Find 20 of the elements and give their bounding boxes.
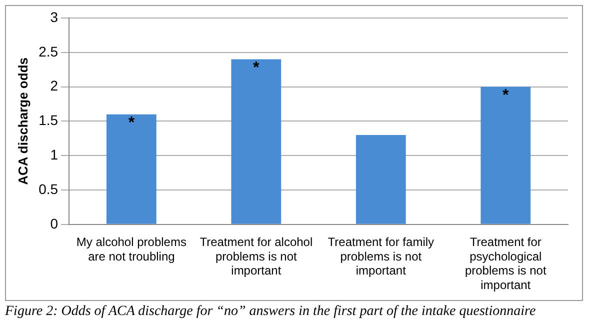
bar	[106, 114, 156, 224]
x-tick-label: Treatment for psychological problems is not important	[464, 234, 547, 292]
x-tick-label: Treatment for family problems is not important	[328, 234, 434, 278]
y-tick-label: 0	[50, 215, 58, 232]
annotation: *	[253, 60, 260, 77]
annotation: *	[502, 87, 510, 104]
caption: Figure 2: Odds of ACA discharge for “no” answers in the first part of the intake questionnaire	[5, 304, 536, 320]
bar	[231, 59, 282, 224]
y-axis-title: ACA discharge odds	[15, 58, 30, 185]
y-tick-label: 0.5	[38, 180, 58, 197]
y-tick-label: 2	[50, 78, 58, 94]
x-tick-label: Treatment for alcohol problems is not important	[200, 234, 313, 278]
y-tick-label: 1	[50, 146, 58, 162]
bar	[480, 86, 531, 224]
annotation: *	[128, 114, 136, 132]
y-tick-label: 3	[50, 8, 58, 25]
x-tick-label: My alcohol problems are not troubling	[76, 234, 186, 264]
bar	[356, 134, 406, 224]
y-tick-label: 1.5	[38, 112, 58, 128]
y-tick-label: 2.5	[38, 43, 58, 60]
